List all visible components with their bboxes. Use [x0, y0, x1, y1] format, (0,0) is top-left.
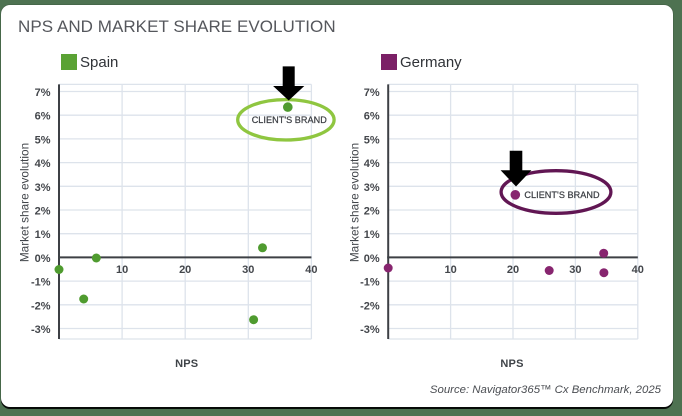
svg-text:10: 10 [444, 264, 456, 276]
svg-text:3%: 3% [35, 182, 51, 194]
svg-text:-1%: -1% [31, 277, 51, 289]
svg-text:6%: 6% [35, 111, 51, 123]
svg-text:-3%: -3% [360, 324, 380, 336]
svg-text:-2%: -2% [360, 300, 380, 312]
svg-text:5%: 5% [35, 134, 51, 146]
svg-text:Market share evolution: Market share evolution [348, 143, 362, 262]
svg-text:4%: 4% [364, 158, 380, 170]
svg-text:2%: 2% [35, 206, 51, 218]
svg-text:20: 20 [179, 264, 191, 276]
svg-text:NPS: NPS [175, 358, 198, 370]
svg-text:3%: 3% [364, 182, 380, 194]
svg-text:-2%: -2% [31, 300, 51, 312]
svg-text:5%: 5% [364, 134, 380, 146]
svg-text:-1%: -1% [360, 277, 380, 289]
svg-text:10: 10 [116, 264, 128, 276]
svg-text:0%: 0% [364, 253, 380, 265]
svg-text:4%: 4% [35, 158, 51, 170]
svg-text:30: 30 [569, 264, 581, 276]
svg-text:30: 30 [242, 264, 254, 276]
svg-text:1%: 1% [35, 229, 51, 241]
svg-text:0%: 0% [35, 253, 51, 265]
svg-text:NPS: NPS [500, 358, 523, 370]
svg-text:7%: 7% [35, 87, 51, 99]
svg-text:7%: 7% [364, 87, 380, 99]
svg-text:1%: 1% [364, 229, 380, 241]
svg-text:40: 40 [305, 264, 317, 276]
svg-text:6%: 6% [364, 111, 380, 123]
svg-text:CLIENT'S BRAND: CLIENT'S BRAND [524, 190, 600, 200]
svg-text:2%: 2% [364, 206, 380, 218]
svg-text:20: 20 [507, 264, 519, 276]
svg-text:CLIENT'S BRAND: CLIENT'S BRAND [252, 115, 328, 125]
svg-text:40: 40 [632, 264, 644, 276]
svg-text:Market share evolution: Market share evolution [18, 143, 32, 262]
svg-text:-3%: -3% [31, 324, 51, 336]
